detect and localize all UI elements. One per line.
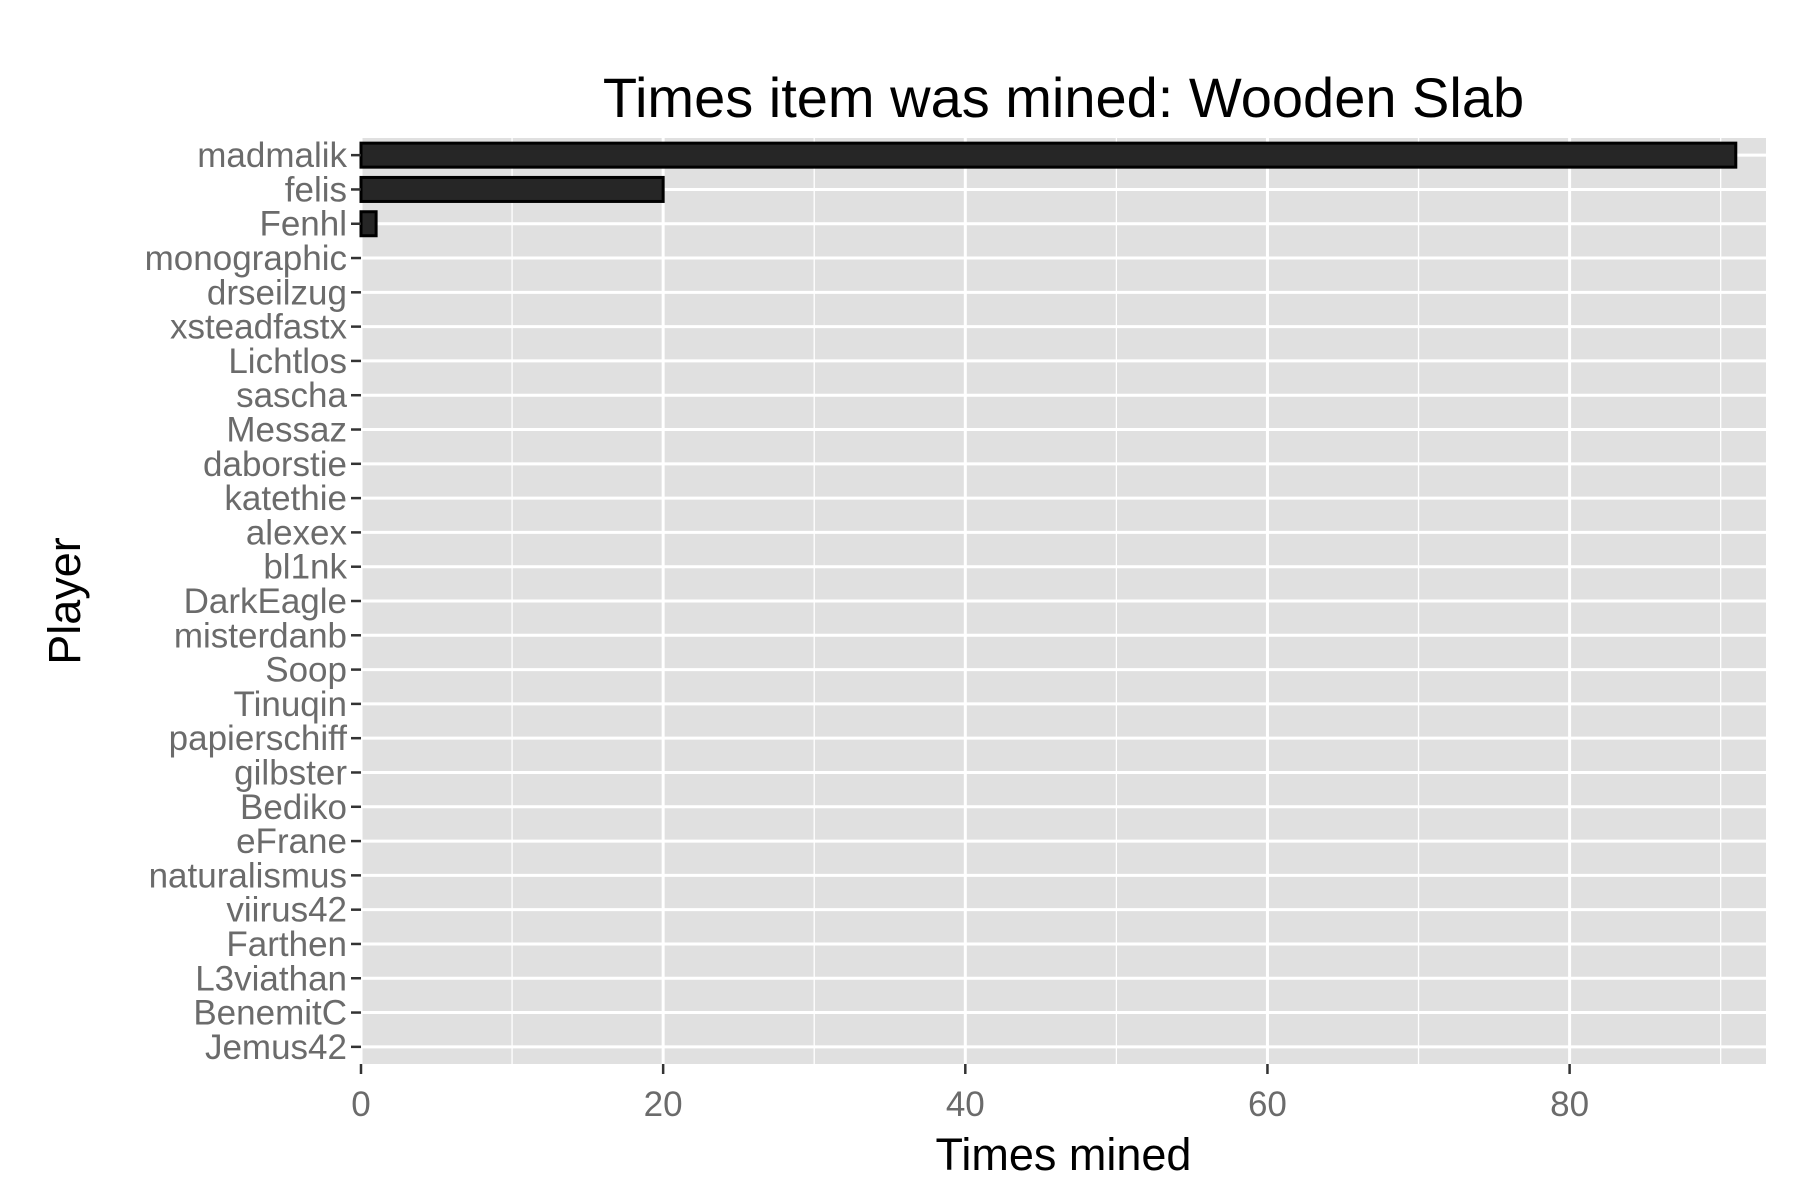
y-tick-label: L3viathan [195, 959, 347, 998]
y-tick-label: Farthen [226, 925, 347, 964]
y-tick-label: Messaz [226, 411, 347, 450]
y-tick-label: madmalik [197, 136, 347, 175]
y-tick-label: daborstie [203, 445, 347, 484]
y-tick-label: misterdanb [174, 616, 347, 655]
y-tick-label: naturalismus [149, 856, 347, 895]
x-tick-label: 0 [351, 1085, 370, 1124]
x-axis-title: Times mined [936, 1129, 1192, 1180]
y-tick-label: Jemus42 [205, 1028, 347, 1067]
y-tick-label: BenemitC [193, 994, 347, 1033]
y-tick-label: sascha [236, 376, 347, 415]
y-tick-label: Fenhl [259, 205, 347, 244]
y-tick-label: xsteadfastx [170, 308, 348, 347]
y-tick-label: alexex [246, 513, 348, 552]
y-tick-label: felis [285, 170, 347, 209]
chart-title: Times item was mined: Wooden Slab [603, 66, 1524, 129]
y-axis: madmalikfelisFenhlmonographicdrseilzugxs… [145, 136, 361, 1067]
bar [359, 210, 378, 238]
x-tick-label: 40 [946, 1085, 985, 1124]
y-tick-label: DarkEagle [184, 582, 347, 621]
y-tick-label: viirus42 [226, 891, 347, 930]
y-axis-title: Player [39, 537, 90, 665]
bar [359, 175, 665, 203]
bars [359, 141, 1738, 238]
y-tick-label: Lichtlos [228, 342, 347, 381]
x-tick-label: 20 [644, 1085, 683, 1124]
x-tick-label: 60 [1248, 1085, 1287, 1124]
y-tick-label: katethie [224, 479, 347, 518]
y-tick-label: drseilzug [207, 273, 347, 312]
y-tick-label: Bediko [240, 788, 347, 827]
y-tick-label: Soop [265, 651, 347, 690]
x-axis: 0 20 40 60 80 [351, 1064, 1589, 1124]
y-tick-label: gilbster [234, 753, 347, 792]
x-tick-label: 80 [1550, 1085, 1589, 1124]
y-tick-label: papierschiff [169, 719, 348, 758]
y-tick-label: monographic [145, 239, 347, 278]
y-tick-label: Tinuqin [234, 685, 348, 724]
bar [359, 141, 1738, 169]
y-tick-label: bl1nk [263, 548, 347, 587]
y-tick-label: eFrane [236, 822, 347, 861]
